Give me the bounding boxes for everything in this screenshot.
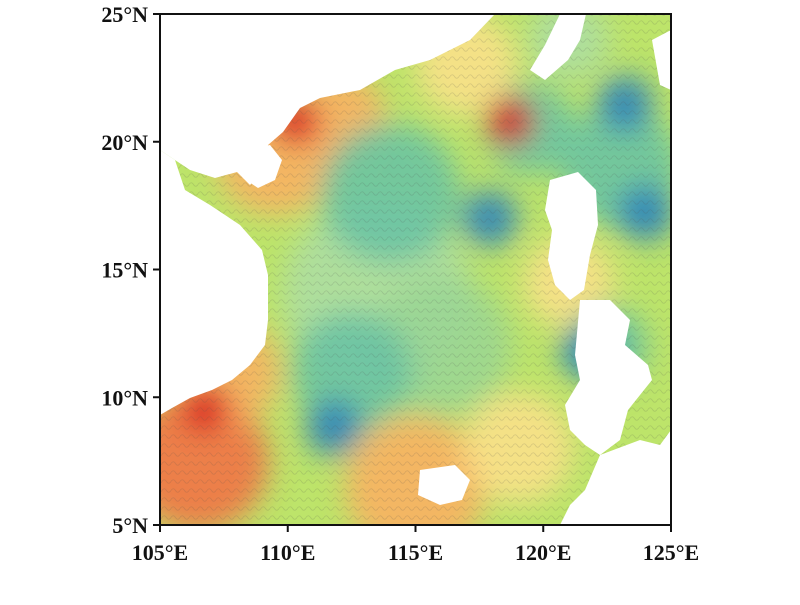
land-mask-luzon — [545, 172, 598, 300]
y-tick-label: 25°N — [101, 2, 148, 27]
y-axis: 5°N 10°N 15°N 20°N 25°N — [101, 2, 160, 538]
y-tick-label: 5°N — [112, 513, 148, 538]
x-axis: 105°E 110°E 115°E 120°E 125°E — [132, 525, 699, 565]
y-tick-label: 10°N — [101, 385, 148, 410]
y-tick-label: 20°N — [101, 130, 148, 155]
land-mask-northwest — [160, 14, 495, 185]
land-mask-east-islands — [565, 300, 652, 455]
x-tick-label: 105°E — [132, 540, 188, 565]
x-tick-label: 115°E — [388, 540, 443, 565]
x-tick-label: 125°E — [643, 540, 699, 565]
y-tick-label: 15°N — [101, 258, 148, 283]
land-mask-west-coast — [160, 150, 268, 415]
land-mask-south-pocket — [418, 465, 470, 505]
land-mask — [160, 14, 671, 525]
land-mask-north-inner — [243, 145, 282, 188]
land-mask-taiwan-strait — [530, 14, 586, 80]
x-tick-label: 120°E — [515, 540, 571, 565]
land-mask-southeast — [560, 430, 671, 525]
land-mask-east-edge — [652, 30, 671, 90]
x-tick-label: 110°E — [260, 540, 315, 565]
